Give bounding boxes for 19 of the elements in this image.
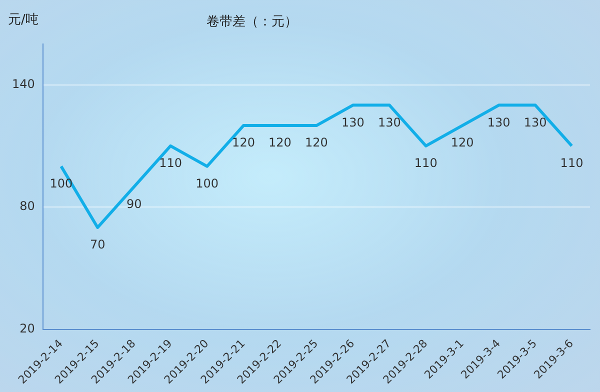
y-tick-label: 80 <box>20 199 35 214</box>
y-tick-label: 20 <box>20 322 35 336</box>
y-tick-label: 140 <box>12 76 35 91</box>
data-label: 110 <box>159 156 182 170</box>
data-label: 110 <box>414 156 438 170</box>
data-label: 130 <box>341 115 364 130</box>
data-label: 120 <box>450 136 474 150</box>
data-label: 120 <box>305 136 328 150</box>
data-label: 130 <box>524 115 547 130</box>
data-label: 130 <box>487 115 510 130</box>
chart-title: 卷带差（：元） <box>206 14 298 30</box>
data-label: 110 <box>560 156 584 170</box>
data-label: 120 <box>268 136 292 150</box>
data-label: 70 <box>90 238 106 252</box>
data-label: 120 <box>232 136 255 150</box>
data-label: 100 <box>196 176 218 190</box>
data-label: 90 <box>126 196 142 211</box>
data-label: 130 <box>378 115 401 130</box>
y-axis-title: 元/吨 <box>8 12 38 28</box>
